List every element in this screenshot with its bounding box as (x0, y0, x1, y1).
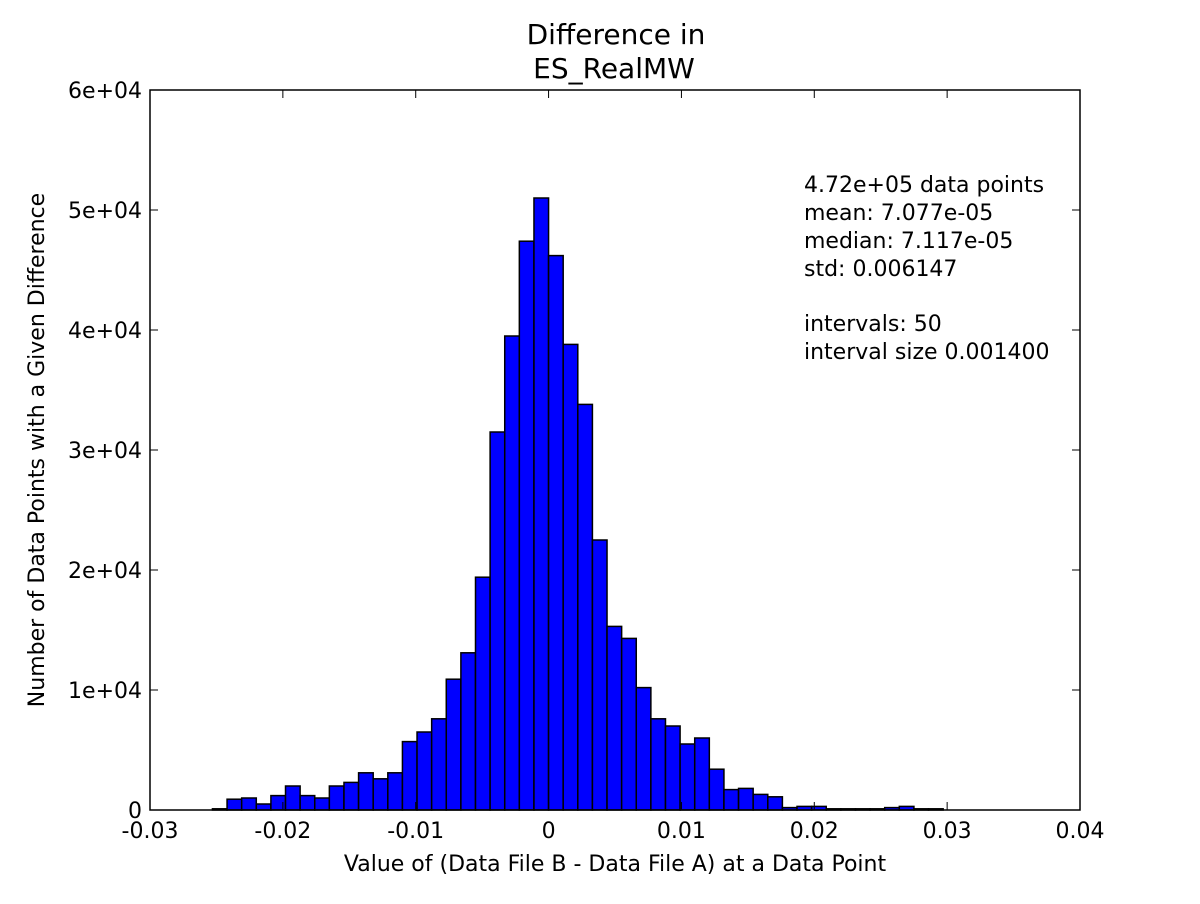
x-tick-label: 0.02 (790, 819, 839, 844)
y-tick-label: 1e+04 (68, 679, 142, 704)
histogram-bar (299, 794, 316, 811)
histogram-bar (445, 678, 462, 811)
x-tick-label: 0.01 (657, 819, 706, 844)
chart-title-line-2: ES_RealMW (533, 52, 695, 85)
histogram-bar (401, 740, 418, 811)
axis-ticks: -0.03 -0.02 -0.01 0 0.01 0.02 0.03 0.04 0 1e+04 2e… (68, 79, 1104, 844)
y-tick-label: 3e+04 (68, 439, 142, 464)
chart-title-line-1: Difference in (527, 18, 706, 51)
histogram-bar (474, 576, 491, 811)
histogram-bar (328, 785, 345, 811)
y-tick-label: 2e+04 (68, 559, 142, 584)
stats-mean: mean: 7.077e-05 (804, 201, 993, 226)
x-tick-label: -0.02 (254, 819, 311, 844)
x-tick-label: 0.03 (923, 819, 972, 844)
y-axis-label: Number of Data Points with a Given Diffe… (25, 193, 50, 707)
histogram-bar (387, 772, 404, 811)
histogram-bar (620, 637, 638, 811)
histogram-bar (503, 335, 521, 811)
histogram-bar (226, 798, 243, 811)
histogram-bar (430, 718, 448, 811)
histogram-bars (211, 197, 944, 811)
x-tick-label: 0 (542, 819, 556, 844)
histogram-bar (357, 772, 374, 811)
stats-intervals: intervals: 50 (804, 312, 942, 337)
y-tick-label: 0 (128, 799, 142, 824)
histogram-bar (693, 737, 711, 811)
y-tick-label: 4e+04 (68, 319, 142, 344)
histogram-bar (708, 768, 725, 811)
y-tick-label: 6e+04 (68, 79, 142, 104)
x-axis-label: Value of (Data File B - Data File A) at … (344, 852, 887, 877)
x-tick-label: 0.04 (1056, 819, 1105, 844)
histogram-bar (635, 686, 652, 811)
histogram-bar (518, 240, 535, 811)
histogram-bar (343, 781, 360, 811)
x-tick-label: -0.01 (387, 819, 444, 844)
histogram-bar (533, 197, 550, 811)
histogram-bar (664, 725, 681, 811)
histogram-bar (723, 788, 740, 811)
x-tick-label: -0.03 (122, 819, 179, 844)
histogram-bar (547, 254, 564, 811)
histogram-bar (489, 431, 506, 811)
plot-frame (149, 89, 1081, 811)
y-tick-label: 5e+04 (68, 199, 142, 224)
histogram-bar (737, 787, 754, 811)
histogram-bar (460, 652, 477, 811)
histogram-bar (577, 403, 594, 811)
histogram-bar (313, 797, 331, 811)
histogram-bar (650, 718, 667, 811)
stats-interval-size: interval size 0.001400 (804, 340, 1050, 365)
histogram-bar (372, 778, 389, 811)
histogram-bar (416, 731, 433, 811)
stats-median: median: 7.117e-05 (804, 229, 1013, 254)
stats-annotation: 4.72e+05 data points mean: 7.077e-05 med… (804, 173, 1050, 365)
histogram-bar (284, 785, 301, 811)
stats-data-points: 4.72e+05 data points (804, 173, 1044, 198)
histogram-bar (752, 793, 769, 811)
histogram-bar (591, 539, 608, 811)
histogram-bar (606, 625, 623, 811)
histogram-bar (240, 797, 258, 811)
histogram-bar (562, 343, 579, 811)
stats-std: std: 0.006147 (804, 257, 957, 282)
histogram-bar (767, 796, 784, 811)
histogram-bar (255, 803, 272, 811)
histogram-bar (679, 743, 696, 811)
